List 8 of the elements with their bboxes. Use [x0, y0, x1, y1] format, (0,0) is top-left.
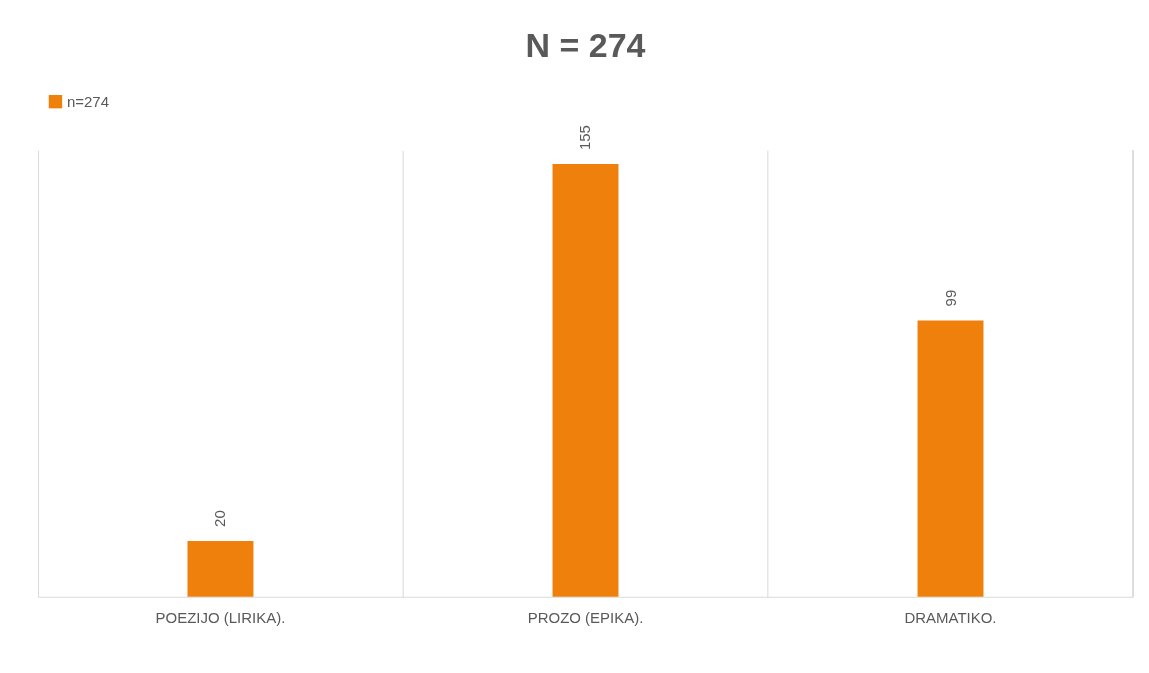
x-tick-label: DRAMATIKO. — [904, 609, 997, 627]
data-label: 155 — [576, 125, 594, 151]
data-label: 20 — [211, 510, 229, 527]
chart-title: N = 274 — [525, 26, 646, 65]
legend-label: n=274 — [66, 92, 109, 110]
x-tick-label: POEZIJO (LIRIKA). — [155, 609, 286, 627]
data-label: 99 — [941, 289, 959, 307]
x-tick-label: PROZO (EPIKA). — [527, 609, 644, 627]
